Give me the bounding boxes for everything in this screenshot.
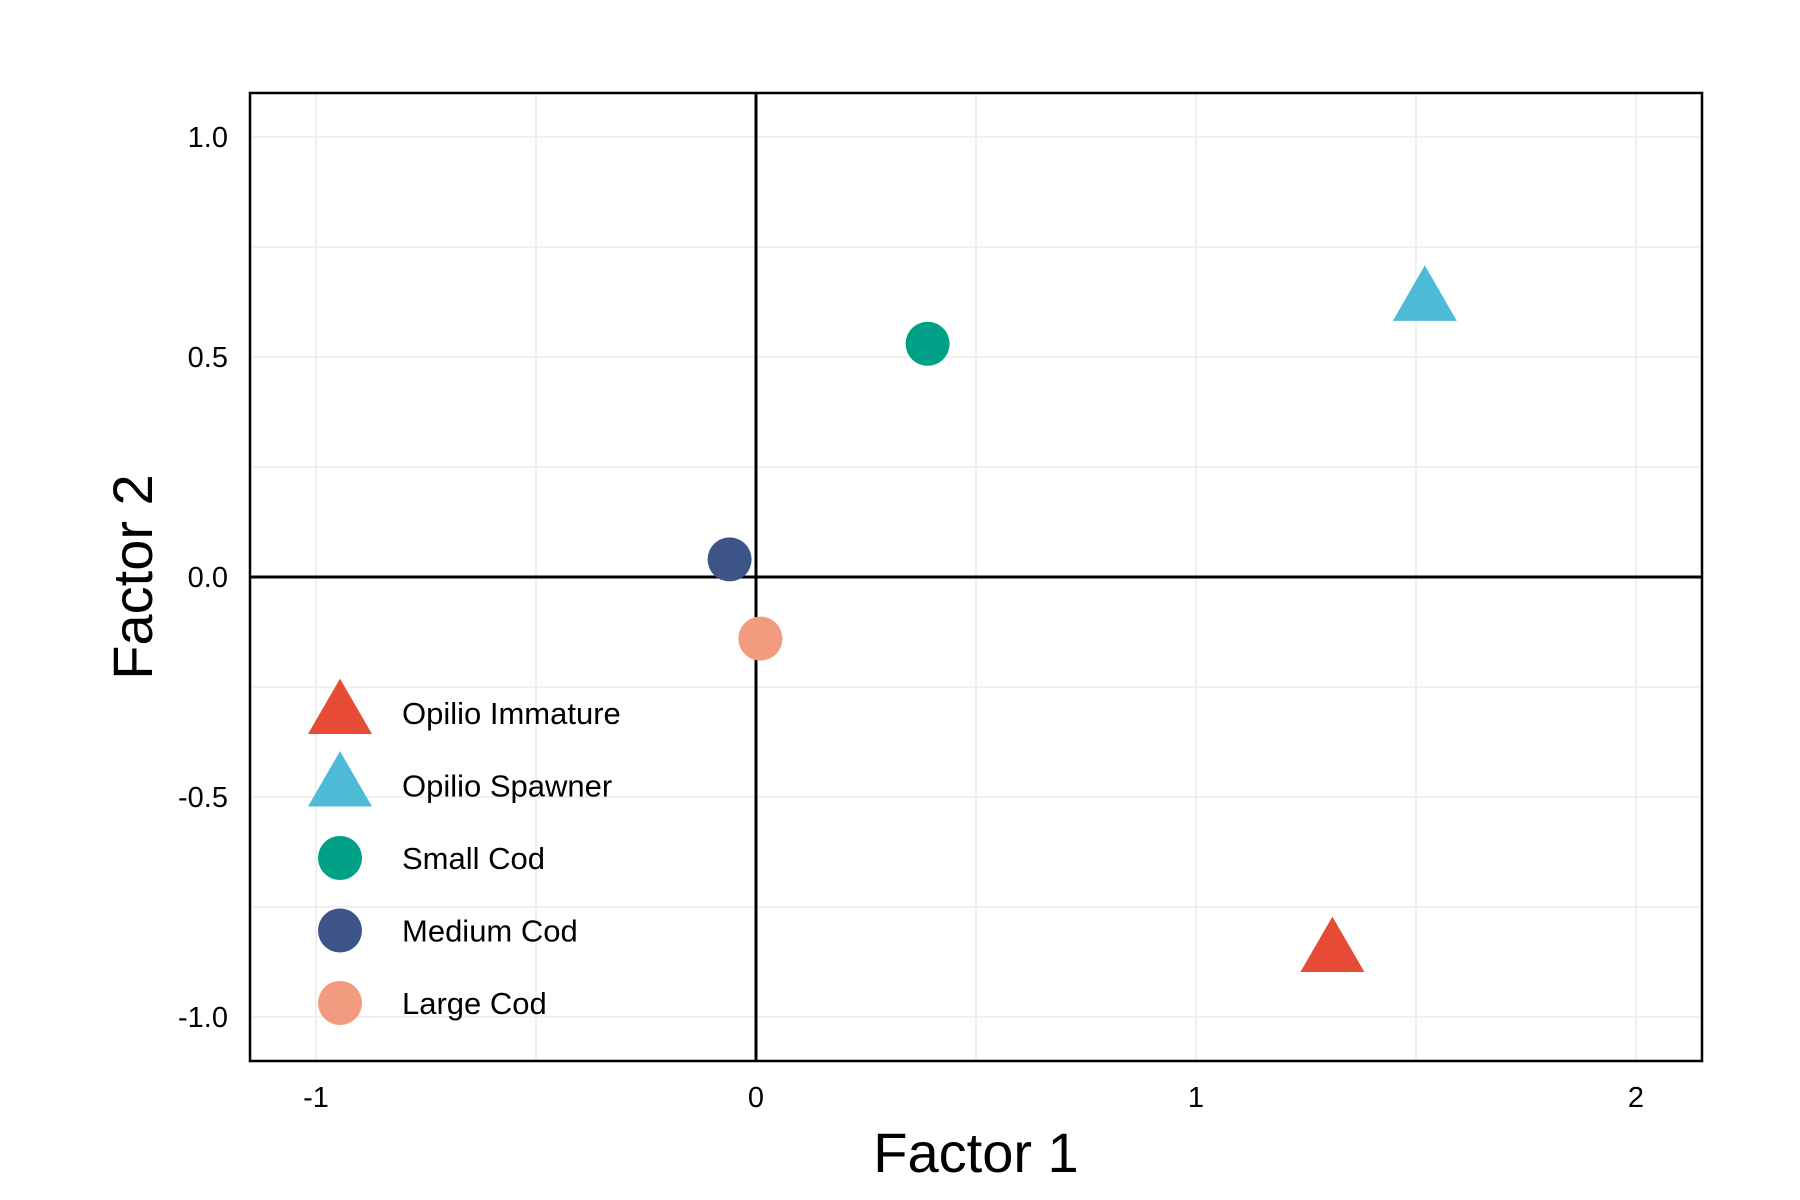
- plot-panel-border: [248, 91, 1704, 1063]
- y-tick-label: -0.5: [178, 782, 228, 814]
- y-tick-label: -1.0: [178, 1002, 228, 1034]
- legend-key-medium-cod: [318, 908, 362, 953]
- legend-label-large-cod: Large Cod: [402, 986, 547, 1021]
- legend-label-opilio-spawner: Opilio Spawner: [402, 769, 612, 804]
- legend-key-small-cod: [318, 836, 362, 880]
- y-tick-label: 0.0: [188, 562, 228, 594]
- y-tick-label: 1.0: [188, 122, 228, 154]
- x-tick-label: 1: [1188, 1082, 1204, 1114]
- legend-key-large-cod: [318, 981, 362, 1025]
- legend-key-opilio-spawner: [308, 751, 372, 807]
- y-axis-title: Factor 2: [101, 474, 164, 679]
- legend: Opilio Immature Opilio Spawner Small Cod Me…: [308, 678, 621, 1025]
- point-medium-cod: [707, 537, 752, 582]
- point-opilio-immature: [1300, 916, 1365, 973]
- y-axis-ticks: -1.0 -0.5 0.0 0.5 1.0: [178, 122, 228, 1034]
- x-tick-label: -1: [303, 1082, 329, 1114]
- reference-lines: [250, 93, 1702, 1061]
- x-axis-ticks: -1 0 1 2: [303, 1082, 1644, 1114]
- point-large-cod: [738, 616, 783, 661]
- legend-key-opilio-immature: [308, 678, 372, 735]
- point-opilio-spawner: [1392, 265, 1457, 321]
- x-tick-label: 0: [748, 1082, 764, 1114]
- data-points: [707, 265, 1457, 973]
- x-tick-label: 2: [1628, 1082, 1644, 1114]
- legend-label-opilio-immature: Opilio Immature: [402, 696, 621, 731]
- y-tick-label: 0.5: [188, 342, 228, 374]
- legend-label-small-cod: Small Cod: [402, 841, 545, 876]
- point-small-cod: [905, 321, 950, 366]
- x-axis-title: Factor 1: [873, 1121, 1078, 1184]
- legend-label-medium-cod: Medium Cod: [402, 914, 578, 949]
